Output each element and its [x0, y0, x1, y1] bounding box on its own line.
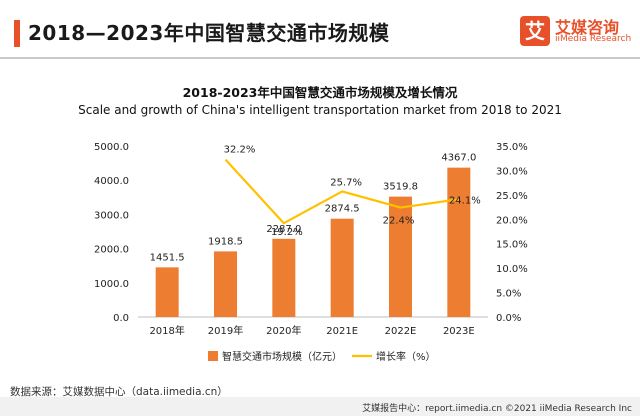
bar-value-label: 3519.8 — [383, 182, 418, 193]
bar — [389, 196, 412, 317]
x-tick-label: 2018年 — [149, 324, 184, 337]
x-tick-label: 2022E — [385, 326, 417, 337]
y2-tick-label: 10.0% — [496, 264, 528, 275]
y-tick-label: 5000.0 — [94, 142, 129, 153]
y2-tick-label: 30.0% — [496, 166, 528, 177]
bar-value-label: 1918.5 — [208, 236, 243, 247]
growth-value-label: 19.2% — [271, 227, 303, 238]
logo-text-cn: 艾媒咨询 — [555, 18, 620, 37]
legend-line-label: 增长率（%） — [376, 350, 436, 363]
legend-bar-swatch — [208, 351, 218, 361]
y-tick-label: 2000.0 — [94, 245, 129, 256]
bar-value-label: 1451.5 — [150, 252, 185, 263]
bar — [272, 238, 296, 317]
footer-copyright: 艾媒报告中心：report.iimedia.cn ©2021 iiMedia R… — [362, 404, 632, 414]
iimedia-logo: 艾 艾媒咨询 iiMedia Research — [520, 14, 632, 50]
bar-value-label: 2874.5 — [325, 204, 360, 215]
y-tick-label: 3000.0 — [94, 210, 129, 221]
bar-value-label: 4367.0 — [441, 153, 476, 164]
logo-mark: 艾 — [520, 16, 550, 46]
bar — [155, 267, 179, 317]
data-source: 数据来源：艾媒数据中心（data.iimedia.cn） — [10, 386, 228, 398]
bar — [447, 167, 471, 317]
y-tick-label: 0.0 — [113, 313, 129, 324]
y2-tick-label: 15.0% — [496, 240, 528, 251]
y2-tick-label: 25.0% — [496, 191, 528, 202]
x-tick-label: 2019年 — [208, 324, 243, 337]
header-divider — [0, 57, 640, 59]
page-title: 2018—2023年中国智慧交通市场规模 — [28, 21, 390, 45]
y2-tick-label: 20.0% — [496, 215, 528, 226]
chart-title: 2018-2023年中国智慧交通市场规模及增长情况 — [182, 85, 458, 100]
y-tick-label: 1000.0 — [94, 279, 129, 290]
x-tick-label: 2023E — [443, 326, 475, 337]
y2-tick-label: 5.0% — [496, 289, 521, 300]
growth-value-label: 32.2% — [224, 145, 256, 156]
growth-value-label: 25.7% — [330, 177, 362, 188]
x-tick-label: 2021E — [326, 326, 358, 337]
legend-bar-label: 智慧交通市场规模（亿元） — [222, 350, 342, 363]
growth-line — [224, 158, 459, 225]
logo-text-en: iiMedia Research — [555, 34, 632, 44]
x-tick-label: 2020年 — [266, 324, 301, 337]
growth-value-label: 24.1% — [449, 195, 481, 206]
y-tick-label: 4000.0 — [94, 176, 129, 187]
y2-tick-label: 35.0% — [496, 142, 528, 153]
chart-subtitle: Scale and growth of China's intelligent … — [78, 103, 562, 117]
bar — [214, 251, 237, 317]
y2-tick-label: 0.0% — [496, 313, 521, 324]
bar — [330, 218, 354, 317]
footer-bar — [0, 397, 640, 416]
growth-value-label: 22.4% — [383, 216, 415, 227]
bar-value-label: 2287.0 — [266, 224, 301, 235]
title-accent-bar — [14, 20, 20, 47]
